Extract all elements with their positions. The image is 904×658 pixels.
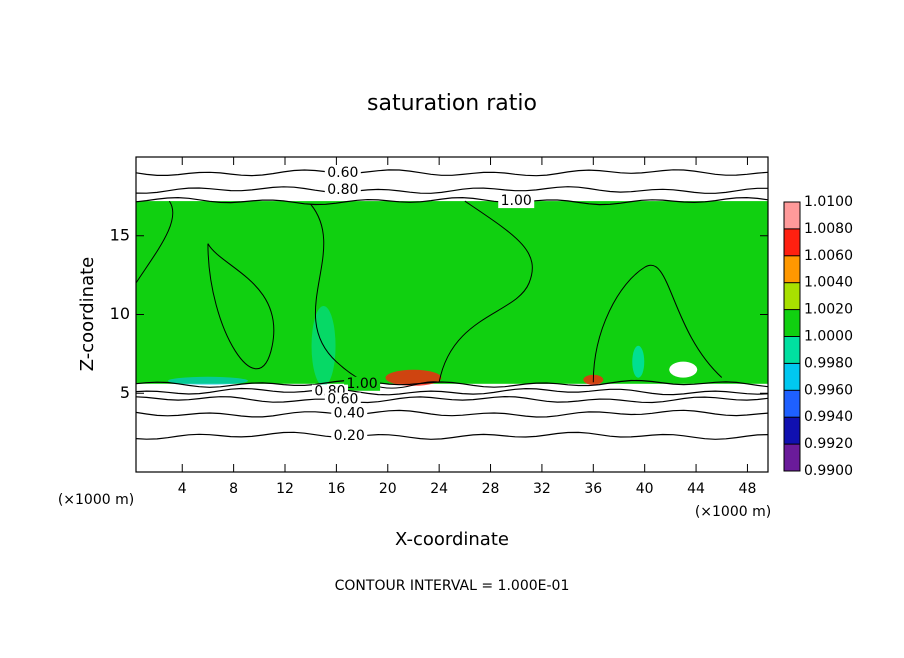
colorbar-swatch bbox=[784, 282, 800, 310]
colorbar-tick-label: 1.0100 bbox=[804, 194, 853, 210]
contour-label-bg bbox=[344, 376, 381, 391]
colorbar-tick-label: 0.9920 bbox=[804, 436, 853, 452]
colorbar-tick-label: 0.9960 bbox=[804, 382, 853, 398]
x-tick-label: 36 bbox=[584, 481, 602, 497]
colorbar-swatch bbox=[784, 444, 800, 471]
field-contour bbox=[135, 200, 174, 284]
x-tick-label: 32 bbox=[533, 481, 551, 497]
x-tick-label: 28 bbox=[482, 481, 500, 497]
colorbar-tick-label: 0.9980 bbox=[804, 355, 853, 371]
field-patch bbox=[632, 345, 645, 378]
colorbar-tick-label: 0.9940 bbox=[804, 409, 853, 425]
y-tick-label: 10 bbox=[110, 304, 130, 323]
contour-line bbox=[135, 409, 769, 418]
field-patch bbox=[167, 376, 248, 385]
x-axis-label: X-coordinate bbox=[395, 529, 509, 550]
field-patch bbox=[669, 361, 698, 378]
contour-label-bg bbox=[331, 406, 368, 421]
contour-label: 0.40 bbox=[334, 406, 365, 422]
contour-line bbox=[135, 186, 768, 194]
contour-label-bg bbox=[498, 194, 535, 209]
x-tick-label: 8 bbox=[229, 481, 238, 497]
colorbar-swatch bbox=[784, 417, 800, 445]
x-tick-label: 44 bbox=[687, 481, 705, 497]
colorbar-swatch bbox=[784, 336, 800, 364]
contour-line bbox=[135, 387, 769, 396]
colorbar-swatch bbox=[784, 255, 800, 283]
colorbar-tick-label: 0.9900 bbox=[804, 463, 853, 479]
x-units: (×1000 m) bbox=[695, 504, 771, 520]
contour-line bbox=[135, 196, 769, 206]
x-tick-label: 24 bbox=[430, 481, 448, 497]
colorbar-swatch bbox=[784, 363, 800, 391]
x-tick-label: 48 bbox=[739, 481, 757, 497]
field bbox=[136, 201, 768, 384]
colorbar-tick-label: 1.0020 bbox=[804, 302, 853, 318]
chart-title: saturation ratio bbox=[367, 91, 537, 116]
contour-line bbox=[135, 395, 769, 404]
colorbar-swatch bbox=[784, 390, 800, 418]
contour-label: 0.80 bbox=[327, 182, 358, 198]
contour-line bbox=[135, 379, 769, 388]
field-contour bbox=[310, 203, 440, 389]
y-tick-label: 15 bbox=[110, 225, 130, 244]
colorbar-tick-label: 1.0040 bbox=[804, 275, 853, 291]
contour-label: 0.60 bbox=[327, 165, 358, 181]
x-tick-label: 16 bbox=[327, 481, 345, 497]
contour-label-bg bbox=[324, 165, 361, 180]
field-contour bbox=[438, 200, 533, 383]
x-tick-label: 12 bbox=[276, 481, 294, 497]
colorbar-swatch bbox=[784, 309, 800, 337]
contour-label-bg bbox=[324, 183, 361, 198]
x-tick-label: 4 bbox=[178, 481, 187, 497]
field-contour bbox=[207, 243, 275, 370]
contour-label: 0.20 bbox=[334, 428, 365, 444]
contour-label-bg bbox=[324, 392, 361, 407]
x-tick-label: 40 bbox=[636, 481, 654, 497]
contour-label: 0.60 bbox=[327, 392, 358, 408]
contour-line bbox=[135, 431, 769, 440]
field-contour bbox=[592, 264, 723, 383]
x-units: (×1000 m) bbox=[58, 492, 134, 508]
contour-label: 1.00 bbox=[346, 376, 377, 392]
contour-label: 1.00 bbox=[501, 193, 532, 209]
x-tick-label: 20 bbox=[379, 481, 397, 497]
colorbar-tick-label: 1.0000 bbox=[804, 329, 853, 345]
colorbar-tick-label: 1.0060 bbox=[804, 248, 853, 264]
colorbar-tick-label: 1.0080 bbox=[804, 221, 853, 237]
colorbar-swatch bbox=[784, 202, 800, 229]
contour-label-bg bbox=[331, 428, 368, 443]
y-axis-label: Z-coordinate bbox=[77, 257, 98, 372]
colorbar-swatch bbox=[784, 228, 800, 256]
field-patch bbox=[385, 369, 442, 386]
footer: CONTOUR INTERVAL = 1.000E-01 bbox=[335, 578, 570, 594]
y-tick-label: 5 bbox=[120, 383, 130, 402]
contour-line bbox=[135, 169, 769, 177]
